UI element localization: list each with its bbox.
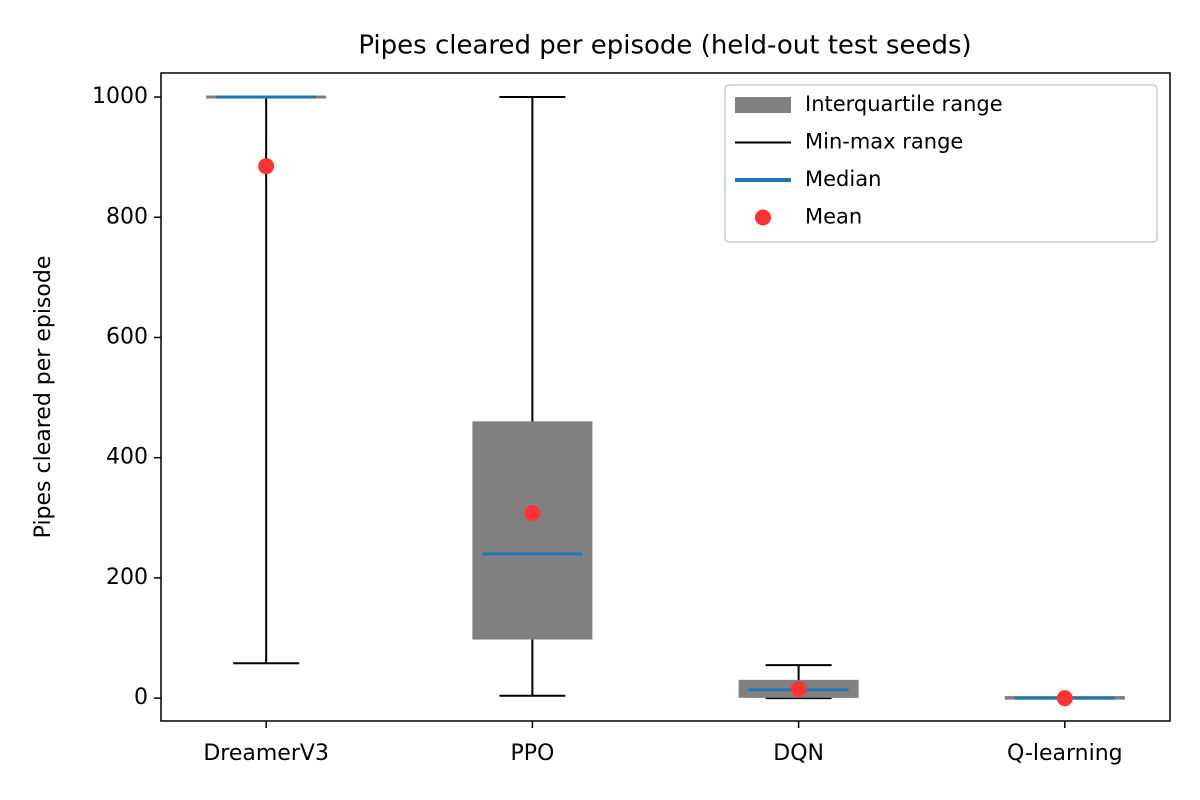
mean — [790, 681, 807, 698]
mean — [258, 158, 275, 175]
legend-label: Median — [805, 167, 881, 191]
x-tick-label: Q-learning — [1007, 741, 1123, 766]
plot-frame — [160, 72, 1171, 722]
y-tick-label: 600 — [106, 324, 148, 349]
chart-title: Pipes cleared per episode (held-out test… — [358, 31, 971, 61]
legend-label: Min-max range — [805, 130, 963, 154]
iqr-box — [472, 421, 593, 640]
y-tick-label: 800 — [106, 204, 148, 229]
y-tick-label: 0 — [134, 685, 148, 710]
x-tick-label: PPO — [510, 741, 554, 766]
legend-swatch — [735, 97, 791, 113]
legend-label: Mean — [805, 205, 862, 229]
y-tick-label: 1000 — [92, 84, 148, 109]
legend-box — [724, 84, 1158, 243]
y-tick-label: 400 — [106, 445, 148, 470]
mean — [524, 505, 541, 522]
mean — [1056, 690, 1073, 707]
x-tick-label: DreamerV3 — [203, 741, 329, 766]
legend-swatch — [755, 209, 771, 226]
x-tick-label: DQN — [773, 741, 824, 766]
legend-label: Interquartile range — [805, 92, 1003, 116]
y-tick-label: 200 — [106, 565, 148, 590]
y-axis-label: Pipes cleared per episode — [31, 256, 56, 539]
